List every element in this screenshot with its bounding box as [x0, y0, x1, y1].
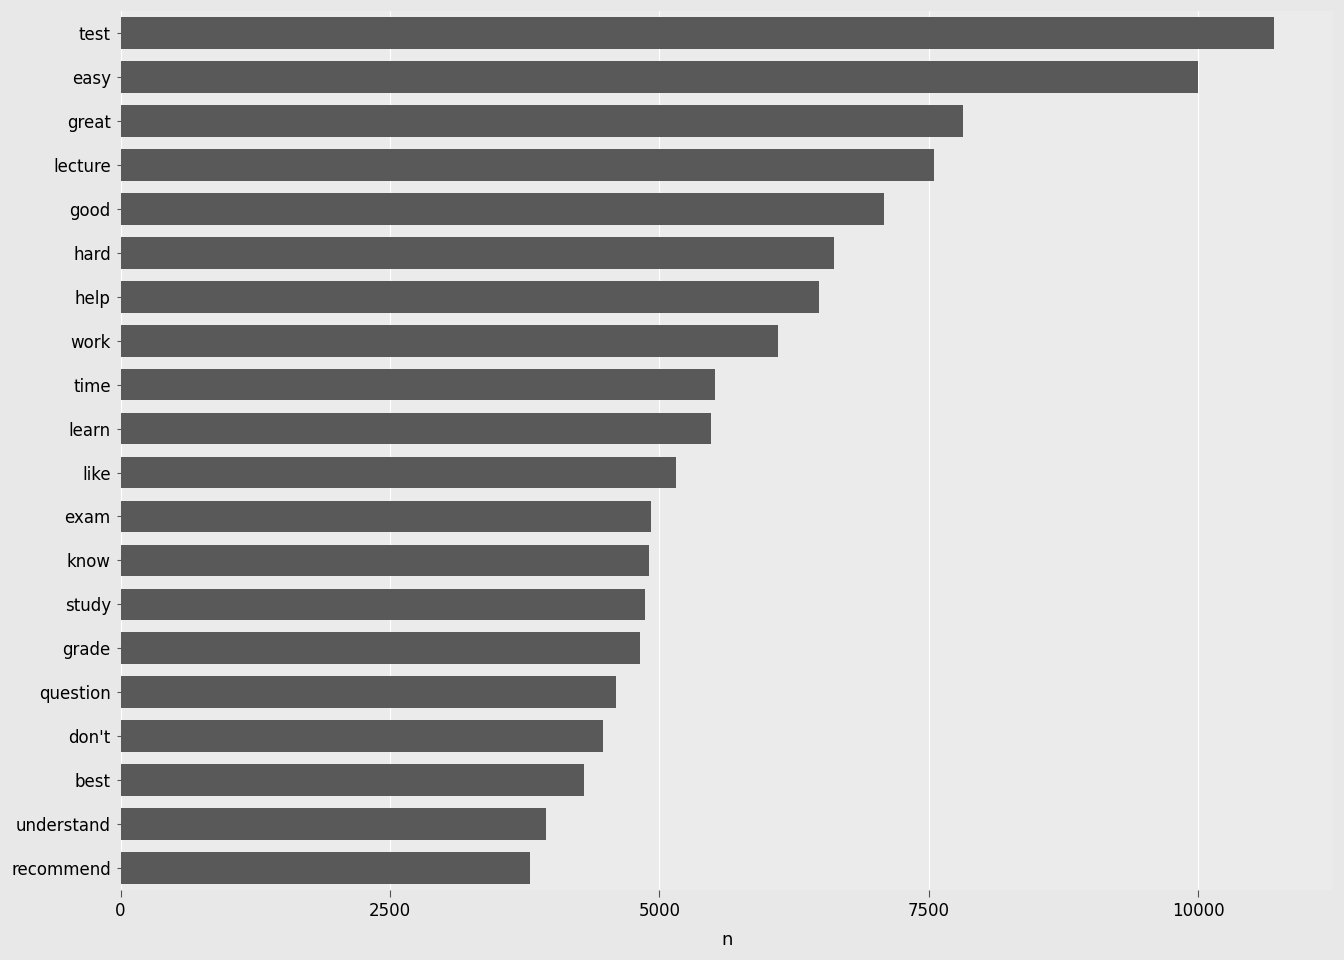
Bar [121, 369, 715, 400]
Bar [121, 193, 883, 225]
Bar [121, 237, 835, 269]
Bar [121, 281, 818, 313]
Bar [121, 544, 649, 576]
Bar [121, 106, 964, 136]
X-axis label: n: n [720, 931, 732, 948]
Bar [121, 61, 1199, 93]
Bar [121, 852, 530, 884]
Bar [121, 413, 711, 444]
Bar [121, 588, 645, 620]
Bar [121, 149, 934, 180]
Bar [121, 500, 650, 532]
Bar [121, 764, 583, 796]
Bar [121, 17, 1274, 49]
Bar [121, 677, 617, 708]
Bar [121, 457, 676, 489]
Bar [121, 808, 546, 840]
Bar [121, 324, 778, 356]
Bar [121, 720, 603, 752]
Bar [121, 633, 640, 664]
